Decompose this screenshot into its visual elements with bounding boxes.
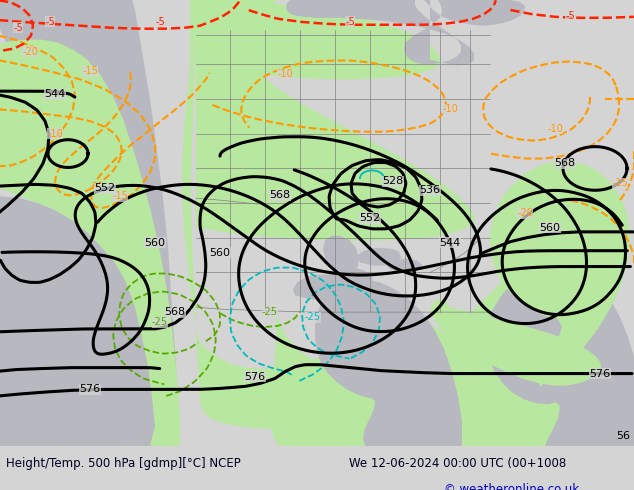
Text: -20: -20 bbox=[22, 47, 38, 56]
Polygon shape bbox=[293, 274, 354, 300]
Text: 536: 536 bbox=[420, 185, 441, 195]
Polygon shape bbox=[0, 196, 155, 446]
Text: -5: -5 bbox=[345, 17, 355, 27]
Text: 528: 528 bbox=[382, 176, 404, 186]
Text: 568: 568 bbox=[555, 158, 576, 169]
Polygon shape bbox=[0, 0, 180, 446]
Text: 560: 560 bbox=[145, 238, 165, 248]
Polygon shape bbox=[182, 0, 490, 435]
Text: -10: -10 bbox=[547, 124, 563, 134]
Text: 568: 568 bbox=[269, 190, 290, 200]
Text: -15: -15 bbox=[82, 66, 98, 76]
Text: -5: -5 bbox=[155, 17, 165, 27]
Text: -25: -25 bbox=[305, 312, 321, 322]
Polygon shape bbox=[487, 268, 634, 446]
Polygon shape bbox=[387, 259, 422, 272]
Text: -5: -5 bbox=[13, 23, 23, 33]
Text: -20: -20 bbox=[517, 208, 533, 218]
Polygon shape bbox=[430, 299, 601, 386]
Text: -25: -25 bbox=[152, 317, 168, 327]
Text: -5: -5 bbox=[565, 11, 575, 21]
Text: Height/Temp. 500 hPa [gdmp][°C] NCEP: Height/Temp. 500 hPa [gdmp][°C] NCEP bbox=[6, 457, 241, 470]
Text: 56: 56 bbox=[616, 431, 630, 441]
Text: -10: -10 bbox=[442, 104, 458, 114]
Text: 576: 576 bbox=[245, 371, 266, 382]
Text: 568: 568 bbox=[164, 307, 186, 317]
Text: 552: 552 bbox=[359, 213, 380, 223]
Text: -15: -15 bbox=[612, 178, 628, 188]
Text: -5: -5 bbox=[45, 17, 55, 27]
Text: 544: 544 bbox=[44, 89, 66, 99]
Text: 576: 576 bbox=[590, 368, 611, 379]
Polygon shape bbox=[196, 0, 475, 241]
Text: -25: -25 bbox=[262, 307, 278, 317]
Text: 552: 552 bbox=[94, 183, 115, 193]
Polygon shape bbox=[272, 250, 634, 446]
Polygon shape bbox=[286, 0, 525, 65]
Text: © weatheronline.co.uk: © weatheronline.co.uk bbox=[444, 483, 579, 490]
Text: 544: 544 bbox=[439, 238, 461, 248]
Text: 560: 560 bbox=[209, 247, 231, 258]
Polygon shape bbox=[341, 268, 374, 293]
Polygon shape bbox=[490, 162, 630, 387]
Text: 560: 560 bbox=[540, 223, 560, 233]
Text: -10: -10 bbox=[47, 129, 63, 139]
Text: We 12-06-2024 00:00 UTC (00+1008: We 12-06-2024 00:00 UTC (00+1008 bbox=[349, 457, 566, 470]
Text: 576: 576 bbox=[79, 385, 101, 394]
Polygon shape bbox=[315, 279, 462, 446]
Polygon shape bbox=[0, 40, 180, 446]
Text: -15: -15 bbox=[112, 191, 128, 201]
Polygon shape bbox=[323, 236, 359, 274]
Polygon shape bbox=[196, 0, 440, 79]
Polygon shape bbox=[357, 248, 401, 266]
Text: -10: -10 bbox=[277, 69, 293, 79]
